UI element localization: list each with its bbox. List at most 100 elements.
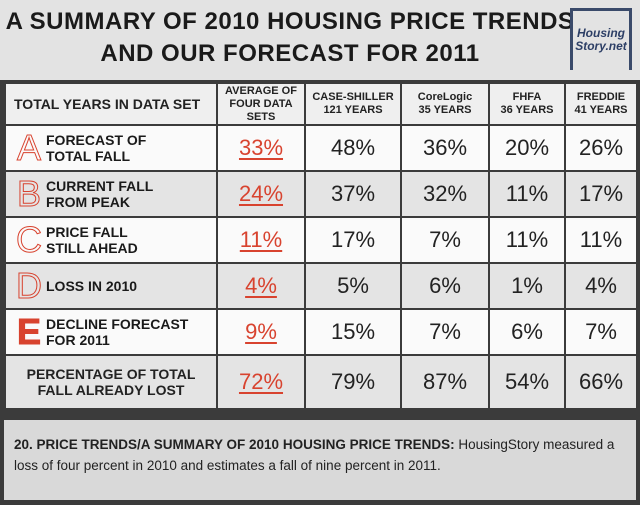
- value-cell: 36%: [400, 124, 490, 172]
- value-cell: 11%: [564, 216, 638, 264]
- value-cell: 6%: [488, 308, 566, 356]
- value: 4%: [585, 273, 617, 298]
- title: AND OUR FORECAST FOR 2011: [100, 40, 480, 67]
- header-line: CASE-SHILLER: [312, 91, 394, 103]
- header-row: TOTAL YEARS IN DATA SET AVERAGE OF FOUR DA…: [4, 82, 638, 126]
- header-line: TOTAL YEARS IN DATA SET: [14, 95, 201, 112]
- value-cell: 7%: [564, 308, 638, 356]
- value-cell: 9%: [216, 308, 306, 356]
- value-cell: 1%: [488, 262, 566, 310]
- label-block: PERCENTAGE OF TOTAL FALL ALREADY LOST: [6, 366, 216, 398]
- value-cell: 11%: [488, 216, 566, 264]
- label-line: FOR 2011: [46, 332, 110, 348]
- header-line: FREDDIE: [576, 91, 626, 103]
- row-letter: A: [16, 127, 41, 169]
- label-text: PRICE FALL STILL AHEAD: [46, 224, 138, 256]
- row-label: PERCENTAGE OF TOTAL FALL ALREADY LOST: [4, 354, 218, 410]
- value-cell: 87%: [400, 354, 490, 410]
- value: 48%: [330, 135, 376, 160]
- header-line: AVERAGE OF: [225, 84, 297, 97]
- value: 32%: [422, 181, 468, 206]
- value: 11%: [505, 181, 549, 206]
- value-cell: 48%: [304, 124, 402, 172]
- label-block: A FORECAST OF TOTAL FALL: [6, 127, 216, 169]
- value-cell: 7%: [400, 216, 490, 264]
- logo-text: Housing: [577, 26, 625, 40]
- label-block: D LOSS IN 2010: [6, 265, 216, 307]
- header-line: FHFA: [512, 91, 542, 103]
- data-row: D LOSS IN 2010 4% 5% 6% 1% 4%: [4, 262, 638, 310]
- value-cell: 5%: [304, 262, 402, 310]
- value: 6%: [429, 273, 461, 298]
- label-block: B CURRENT FALL FROM PEAK: [6, 173, 216, 215]
- average-value: 11%: [239, 227, 283, 252]
- row-label: D LOSS IN 2010: [4, 262, 218, 310]
- value-cell: 7%: [400, 308, 490, 356]
- value: 11%: [579, 227, 623, 252]
- value: 5%: [337, 273, 369, 298]
- data-table: TOTAL YEARS IN DATA SET AVERAGE OF FOUR DA…: [4, 82, 638, 410]
- header-line: 41 YEARS: [574, 104, 628, 116]
- value-cell: 37%: [304, 170, 402, 218]
- value: 26%: [578, 135, 624, 160]
- row-label: C PRICE FALL STILL AHEAD: [4, 216, 218, 264]
- value: 7%: [429, 227, 461, 252]
- value-cell: 6%: [400, 262, 490, 310]
- value: 37%: [330, 181, 376, 206]
- value: 54%: [504, 369, 550, 394]
- value: 7%: [585, 319, 617, 344]
- row-label: E DECLINE FORECAST FOR 2011: [4, 308, 218, 356]
- value-cell: 20%: [488, 124, 566, 172]
- label-block: E DECLINE FORECAST FOR 2011: [6, 311, 216, 353]
- row-label: B CURRENT FALL FROM PEAK: [4, 170, 218, 218]
- row-letter: D: [16, 265, 43, 307]
- label-text: FORECAST OF TOTAL FALL: [46, 132, 146, 164]
- value-cell: 11%: [488, 170, 566, 218]
- average-value: 24%: [238, 181, 284, 206]
- average-value: 4%: [245, 273, 277, 298]
- label-line: TOTAL FALL: [46, 148, 130, 164]
- data-row: PERCENTAGE OF TOTAL FALL ALREADY LOST 72% 7…: [4, 354, 638, 410]
- label-line: CURRENT FALL: [46, 178, 154, 194]
- caption-text: HousingStory measured a loss of four per…: [14, 437, 615, 473]
- value-cell: 33%: [216, 124, 306, 172]
- logo-text: Story.net: [575, 39, 627, 53]
- value: 6%: [511, 319, 543, 344]
- label-text: LOSS IN 2010: [46, 278, 137, 294]
- average-value: 9%: [245, 319, 277, 344]
- header-line: 121 YEARS: [323, 104, 383, 116]
- title: A SUMMARY OF 2010 HOUSING PRICE TRENDS: [5, 8, 575, 35]
- value: 79%: [330, 369, 376, 394]
- label-line: FALL ALREADY LOST: [37, 382, 185, 398]
- header-line: 35 YEARS: [418, 104, 472, 116]
- value-cell: 4%: [216, 262, 306, 310]
- label-line: LOSS IN 2010: [46, 278, 138, 294]
- label-text: CURRENT FALL FROM PEAK: [46, 178, 153, 210]
- value-cell: 15%: [304, 308, 402, 356]
- value-cell: 66%: [564, 354, 638, 410]
- value-cell: 11%: [216, 216, 306, 264]
- value-cell: 54%: [488, 354, 566, 410]
- value: 15%: [330, 319, 376, 344]
- logo: Housing Story.net: [570, 8, 632, 70]
- column-header: TOTAL YEARS IN DATA SET: [4, 82, 218, 126]
- value: 11%: [505, 227, 549, 252]
- column-header: CASE-SHILLER 121 YEARS: [304, 82, 402, 126]
- value-cell: 79%: [304, 354, 402, 410]
- data-row: A FORECAST OF TOTAL FALL 33% 48% 36% 20% 26%: [4, 124, 638, 172]
- column-header: AVERAGE OF FOUR DATA SETS: [216, 82, 306, 126]
- header-line: CoreLogic: [417, 91, 473, 103]
- value-cell: 17%: [304, 216, 402, 264]
- value: 87%: [422, 369, 468, 394]
- header-line: FOUR DATA SETS: [229, 97, 293, 123]
- caption: 20. PRICE TRENDS/A SUMMARY OF 2010 HOUSI…: [4, 420, 636, 500]
- data-row: B CURRENT FALL FROM PEAK 24% 37% 32% 11% 17%: [4, 170, 638, 218]
- value-cell: 4%: [564, 262, 638, 310]
- table-body: TOTAL YEARS IN DATA SET AVERAGE OF FOUR DA…: [4, 82, 638, 410]
- column-header: FREDDIE 41 YEARS: [564, 82, 638, 126]
- value: 66%: [578, 369, 624, 394]
- label-block: C PRICE FALL STILL AHEAD: [6, 219, 216, 261]
- header: A SUMMARY OF 2010 HOUSING PRICE TRENDS A…: [0, 0, 640, 80]
- label-line: PERCENTAGE OF TOTAL: [26, 366, 196, 382]
